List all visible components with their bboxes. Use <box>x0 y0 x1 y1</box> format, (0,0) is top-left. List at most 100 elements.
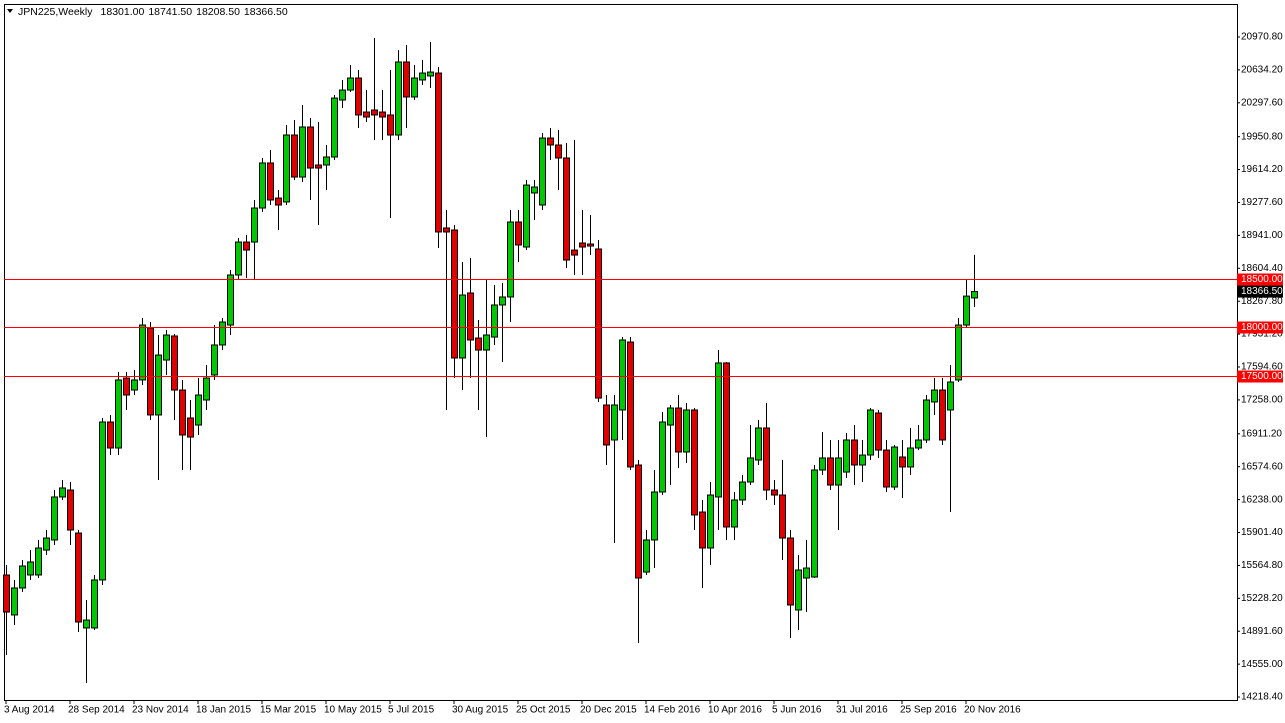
candle-body <box>219 321 226 346</box>
candle-body <box>627 341 634 468</box>
candle-body <box>843 439 850 473</box>
candle-body <box>275 197 282 206</box>
x-tick-label: 3 Aug 2014 <box>4 705 55 716</box>
candle-body <box>915 439 922 449</box>
candle-body <box>507 221 514 298</box>
candle-body <box>19 565 26 589</box>
y-tick-label: 19277.60 <box>1241 197 1283 208</box>
x-tick-label: 5 Jun 2016 <box>772 705 822 716</box>
candle-body <box>475 337 482 351</box>
candle-body <box>491 304 498 338</box>
candle-body <box>667 407 674 426</box>
y-tick-label: 16574.60 <box>1241 461 1283 472</box>
candle-body <box>643 539 650 573</box>
candle-body <box>187 417 194 438</box>
candle-body <box>443 227 450 233</box>
candle-body <box>483 334 490 351</box>
candle-body <box>571 249 578 256</box>
candle-body <box>179 389 186 436</box>
candle-body <box>35 547 42 576</box>
candle-body <box>547 137 554 146</box>
candle-body <box>435 72 442 233</box>
candle-body <box>379 111 386 118</box>
candle-body <box>683 409 690 453</box>
y-tick-label: 16911.20 <box>1241 428 1282 439</box>
level-label: 18000.00 <box>1241 322 1283 333</box>
y-tick-label: 18267.80 <box>1241 296 1283 307</box>
y-tick-label: 15228.20 <box>1241 593 1283 604</box>
x-tick-label: 31 Jul 2016 <box>836 705 888 716</box>
candle-body <box>355 77 362 116</box>
header-value: 18301.00 <box>101 6 145 18</box>
candle-body <box>611 404 618 441</box>
candle-body <box>939 389 946 441</box>
candle-body <box>171 335 178 391</box>
candle-body <box>307 126 314 169</box>
candle-body <box>579 242 586 248</box>
candle-body <box>795 569 802 611</box>
candle-body <box>283 134 290 203</box>
candle-body <box>427 71 434 77</box>
candle-body <box>291 134 298 178</box>
y-tick-label: 15901.40 <box>1241 527 1283 538</box>
candle-body <box>971 291 978 299</box>
candle-body <box>331 97 338 158</box>
header-arrow <box>7 9 13 13</box>
candle-body <box>91 579 98 629</box>
candle-body <box>467 292 474 341</box>
x-tick-label: 28 Sep 2014 <box>68 705 125 716</box>
x-tick-label: 5 Jul 2015 <box>388 705 435 716</box>
candle-body <box>227 274 234 326</box>
candle-body <box>411 77 418 98</box>
y-tick-label: 14555.00 <box>1241 659 1283 670</box>
candle-body <box>499 296 506 306</box>
candle-body <box>259 162 266 209</box>
candle-body <box>155 354 162 416</box>
candle-body <box>563 157 570 261</box>
y-tick-label: 18941.00 <box>1241 230 1283 241</box>
candle-body <box>891 446 898 488</box>
y-tick-label: 18604.40 <box>1241 263 1283 274</box>
level-tag <box>1237 273 1283 286</box>
y-tick-label: 19950.80 <box>1241 131 1283 142</box>
y-tick-label: 19614.20 <box>1241 164 1283 175</box>
candle-body <box>587 243 594 247</box>
candle-body <box>803 567 810 579</box>
candle-body <box>123 377 130 396</box>
candle-body <box>875 412 882 451</box>
candle-body <box>339 89 346 101</box>
candle-body <box>699 511 706 549</box>
x-tick-label: 18 Jan 2015 <box>196 705 251 716</box>
x-tick-label: 10 Apr 2016 <box>708 705 762 716</box>
candle-body <box>747 457 754 483</box>
header-value: 18366.50 <box>244 6 288 18</box>
x-tick-label: 20 Dec 2015 <box>580 705 637 716</box>
y-tick-label: 20970.80 <box>1241 32 1283 43</box>
candle-body <box>715 362 722 498</box>
candle-body <box>595 248 602 399</box>
candle-body <box>267 162 274 201</box>
plot-frame <box>4 4 1238 701</box>
candle-body <box>963 295 970 326</box>
candle-body <box>835 457 842 486</box>
price-label: 18366.50 <box>1241 286 1283 297</box>
candle-body <box>787 537 794 606</box>
candle-body <box>99 421 106 581</box>
candle-body <box>907 447 914 468</box>
candle-body <box>947 381 954 411</box>
candle-body <box>363 111 370 118</box>
candle-body <box>299 126 306 178</box>
level-label: 17500.00 <box>1241 371 1283 382</box>
candle-body <box>515 221 522 246</box>
x-tick-label: 25 Oct 2015 <box>516 705 571 716</box>
candle-body <box>131 379 138 391</box>
candle-body <box>619 339 626 411</box>
candle-body <box>459 294 466 359</box>
candle-body <box>11 587 18 616</box>
candle-body <box>923 399 930 441</box>
candle-body <box>323 156 330 166</box>
candle-body <box>315 164 322 169</box>
candle-body <box>27 561 34 576</box>
candle-body <box>395 61 402 136</box>
candle-body <box>43 537 50 551</box>
